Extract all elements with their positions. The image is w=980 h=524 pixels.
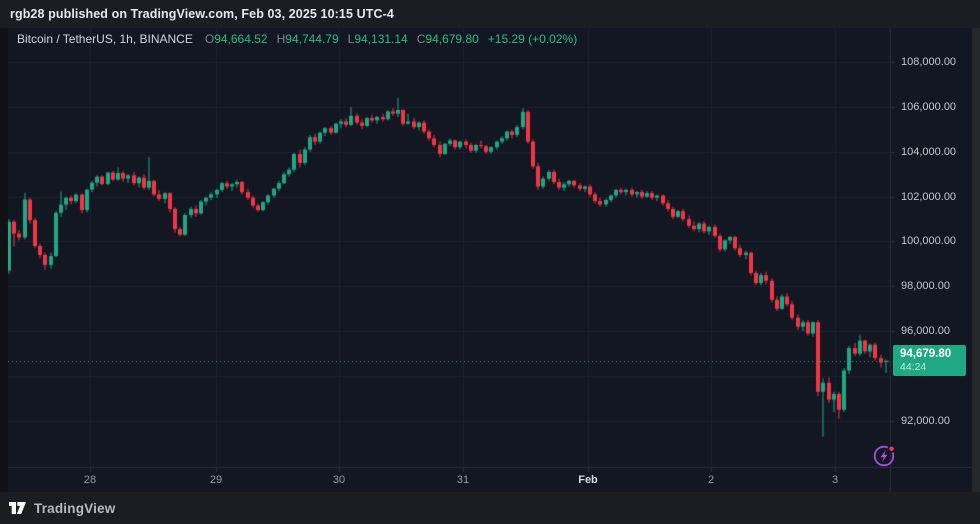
current-price-value: 94,679.80 bbox=[900, 348, 952, 361]
time-axis-label: 31 bbox=[456, 474, 470, 486]
time-axis-label: 3 bbox=[831, 474, 839, 486]
price-axis-label: 108,000.00 bbox=[901, 56, 957, 68]
publish-info-text: rgb28 published on TradingView.com, Feb … bbox=[10, 7, 394, 21]
symbol-legend[interactable]: Bitcoin / TetherUS, 1h, BINANCE O94,664.… bbox=[17, 32, 577, 46]
candlestick-chart[interactable] bbox=[8, 28, 972, 492]
price-axis-label: 98,000.00 bbox=[901, 280, 950, 293]
left-edge-strip bbox=[0, 28, 8, 492]
symbol-title: Bitcoin / TetherUS, 1h, BINANCE bbox=[17, 32, 193, 46]
ohlc-low: L94,131.14 bbox=[347, 32, 408, 46]
price-axis-label: 100,000.00 bbox=[901, 235, 957, 248]
ohlc-close: C94,679.80 bbox=[416, 32, 479, 46]
time-axis-label: 2 bbox=[707, 474, 715, 486]
current-price-label: 94,679.80 44:24 bbox=[893, 345, 966, 377]
price-axis-label: 96,000.00 bbox=[901, 325, 950, 338]
lightning-circle-icon bbox=[873, 444, 896, 467]
chart-panel: Bitcoin / TetherUS, 1h, BINANCE O94,664.… bbox=[8, 28, 972, 492]
price-change: +15.29 (+0.02%) bbox=[487, 32, 578, 46]
ohlc-open: O94,664.52 bbox=[204, 32, 268, 46]
bar-countdown: 44:24 bbox=[900, 361, 927, 374]
price-axis-label: 106,000.00 bbox=[901, 100, 957, 113]
footer-bar: TradingView bbox=[0, 492, 980, 524]
price-axis-label: 104,000.00 bbox=[901, 145, 957, 158]
publish-info-bar: rgb28 published on TradingView.com, Feb … bbox=[0, 0, 980, 28]
ohlc-high: H94,744.79 bbox=[276, 32, 339, 46]
time-axis-label: 29 bbox=[209, 474, 223, 486]
time-axis-label: 30 bbox=[332, 474, 346, 486]
right-edge-strip bbox=[972, 28, 980, 492]
flash-minds-button[interactable] bbox=[871, 443, 897, 469]
price-axis-label: 102,000.00 bbox=[901, 190, 957, 203]
tradingview-brand-text[interactable]: TradingView bbox=[34, 500, 116, 516]
price-axis-label: 92,000.00 bbox=[901, 414, 950, 427]
time-axis-label: 28 bbox=[83, 474, 97, 486]
time-axis-label: Feb bbox=[578, 474, 598, 486]
tradingview-logo-icon[interactable] bbox=[9, 502, 26, 514]
